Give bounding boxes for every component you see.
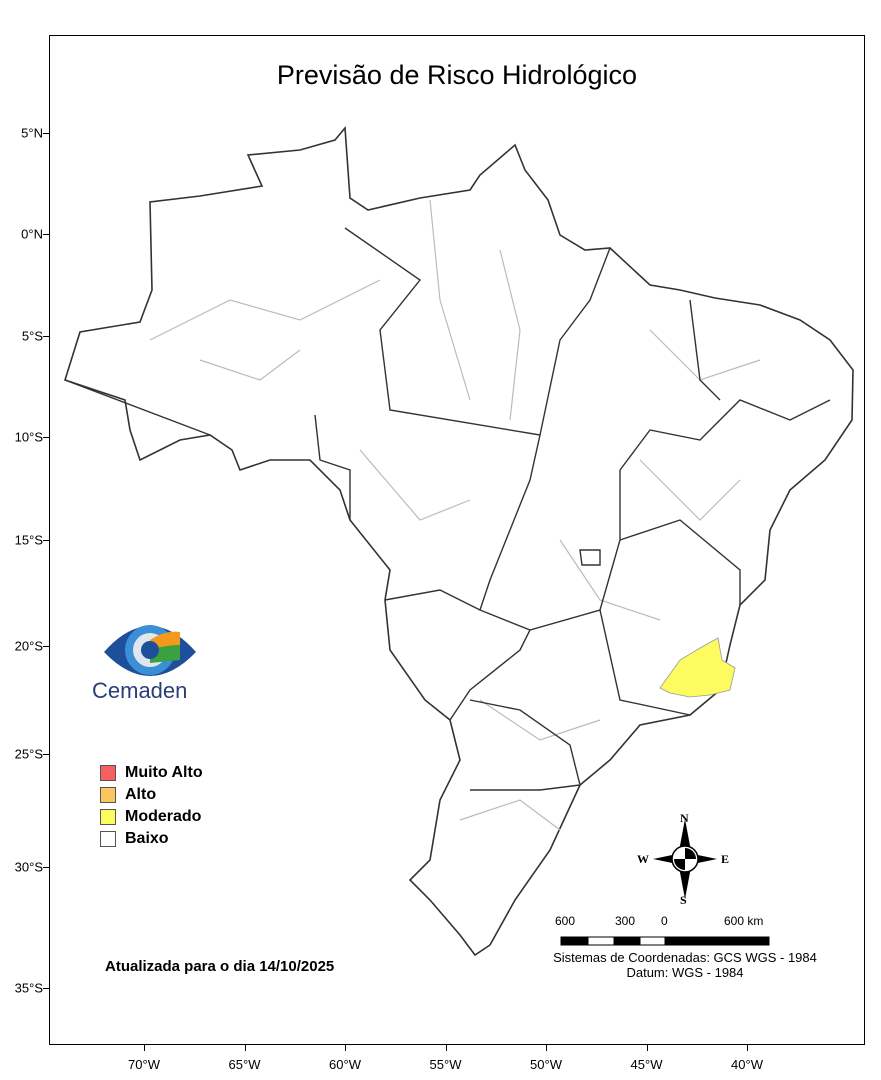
brazil-outline	[64, 125, 854, 957]
map-title: Previsão de Risco Hidrológico	[276, 60, 638, 90]
logo-text: Cemaden	[92, 678, 188, 703]
state-boundaries	[64, 227, 831, 791]
scale-label: 300	[615, 914, 636, 928]
longitude-tick	[345, 1045, 346, 1051]
latitude-tick-label: 5°N	[21, 125, 43, 141]
latitude-tick-label: 5°S	[21, 328, 43, 344]
latitude-tick-label: 10°S	[14, 429, 43, 445]
legend-label: Alto	[125, 786, 157, 803]
compass-rose	[653, 819, 717, 899]
updated-date: Atualizada para o dia 14/10/2025	[105, 958, 335, 975]
latitude-tick	[43, 754, 49, 755]
latitude-tick	[43, 234, 49, 235]
latitude-tick-label: 35°S	[14, 980, 43, 996]
legend-item: Muito Alto	[100, 762, 203, 784]
compass-n: N	[680, 811, 689, 825]
scale-label: 600	[555, 914, 576, 928]
legend-label: Baixo	[125, 830, 169, 847]
latitude-tick-label: 15°S	[14, 532, 43, 548]
moderate-risk-area	[659, 637, 736, 698]
coordinate-info: Sistemas de Coordenadas: GCS WGS - 1984 …	[520, 950, 850, 980]
swatch	[100, 809, 116, 825]
swatch	[100, 765, 116, 781]
latitude-tick	[43, 540, 49, 541]
latitude-tick-label: 25°S	[14, 746, 43, 762]
legend-label: Muito Alto	[125, 764, 203, 781]
longitude-tick-label: 55°W	[429, 1057, 462, 1072]
longitude-tick	[445, 1045, 447, 1051]
latitude-tick-label: 30°S	[14, 859, 43, 875]
compass-e: E	[721, 852, 730, 866]
legend-item: Moderado	[100, 806, 203, 828]
latitude-tick	[43, 336, 49, 337]
compass-w: W	[637, 852, 649, 866]
latitude-tick-label: 0°N	[21, 226, 43, 242]
legend: Muito Alto Alto Moderado Baixo	[100, 762, 203, 850]
swatch	[100, 787, 116, 803]
longitude-tick-label: 60°W	[329, 1057, 361, 1072]
latitude-tick	[43, 988, 49, 989]
coordinate-system: Sistemas de Coordenadas: GCS WGS - 1984	[553, 950, 817, 965]
legend-item: Baixo	[100, 828, 203, 850]
longitude-tick	[747, 1045, 748, 1051]
swatch	[100, 831, 116, 847]
compass-s: S	[680, 893, 687, 907]
datum: Datum: WGS - 1984	[626, 965, 744, 980]
scale-bar	[560, 936, 770, 946]
cemaden-logo-icon	[104, 625, 196, 676]
latitude-tick	[43, 646, 49, 647]
scale-label: 600 km	[724, 914, 764, 928]
scale-label: 0	[661, 914, 668, 928]
map-frame	[49, 35, 865, 1045]
legend-item: Alto	[100, 784, 203, 806]
latitude-tick	[43, 867, 49, 868]
latitude-tick-label: 20°S	[14, 638, 43, 654]
longitude-tick-label: 65°W	[228, 1057, 261, 1072]
longitude-tick-label: 40°W	[731, 1057, 763, 1072]
longitude-tick	[646, 1045, 648, 1051]
longitude-tick	[546, 1045, 547, 1051]
longitude-tick-label: 45°W	[630, 1057, 663, 1072]
latitude-tick	[43, 133, 49, 134]
longitude-tick	[244, 1045, 246, 1051]
latitude-tick	[43, 437, 49, 438]
longitude-tick-label: 70°W	[128, 1057, 160, 1072]
legend-label: Moderado	[125, 808, 202, 825]
longitude-tick-label: 50°W	[530, 1057, 562, 1072]
longitude-tick	[144, 1045, 145, 1051]
